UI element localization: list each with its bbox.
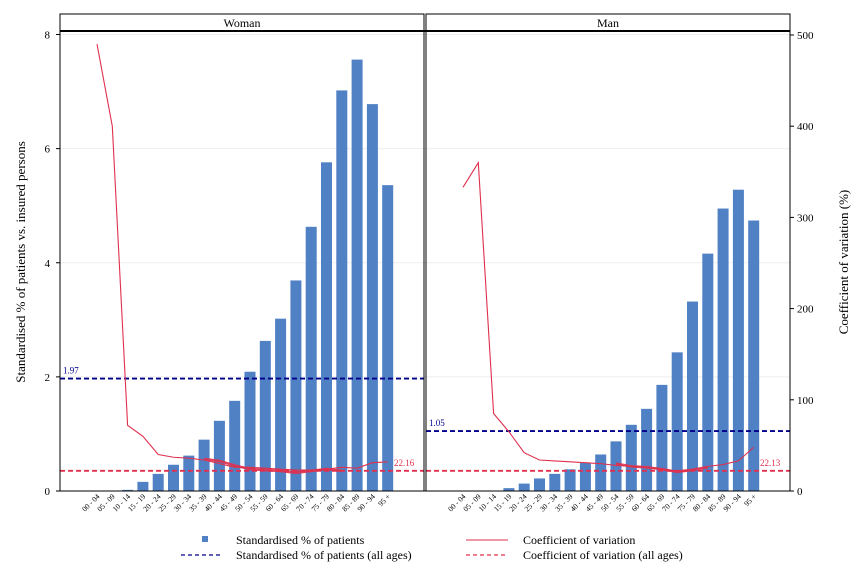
left-axis-tick-label: 6: [45, 144, 51, 156]
legend-cv-label: Coefficient of variation: [523, 533, 635, 547]
right-axis-tick-label: 100: [797, 395, 814, 407]
bar: [534, 478, 545, 491]
legend: Standardised % of patients Coefficient o…: [181, 533, 683, 562]
bar: [290, 280, 301, 491]
ref-pct-label: 1.97: [63, 366, 79, 376]
legend-bars-label: Standardised % of patients: [236, 533, 365, 547]
legend-ref-pct-label: Standardised % of patients (all ages): [236, 548, 412, 562]
bar: [626, 425, 637, 491]
chart-svg: Woman1.9722.1600 - 0405 - 0910 - 1415 - …: [0, 0, 864, 576]
bar: [580, 463, 591, 491]
left-axis-tick-label: 8: [45, 30, 51, 42]
left-axis-title: Standardised % of patients vs. insured p…: [13, 141, 28, 383]
category-label: 95 +: [742, 492, 758, 508]
bar: [306, 227, 317, 491]
right-axis-tick-label: 0: [797, 486, 803, 498]
bar: [352, 60, 363, 491]
left-axis-tick-label: 2: [45, 372, 51, 384]
category-label: 90 - 94: [721, 492, 743, 514]
ref-cv-label: 22.16: [394, 458, 415, 468]
bar: [367, 104, 378, 491]
bar: [245, 372, 256, 491]
bar: [199, 440, 210, 491]
bar: [687, 302, 698, 491]
right-axis-tick-label: 200: [797, 304, 814, 316]
bar: [702, 254, 713, 491]
right-axis-tick-label: 500: [797, 30, 814, 42]
bar: [595, 454, 606, 491]
right-axis-title: Coefficient of variation (%): [836, 190, 851, 335]
right-axis-tick-label: 300: [797, 212, 814, 224]
bar: [519, 484, 530, 491]
bar: [641, 409, 652, 491]
grid-lines: [60, 35, 790, 377]
bar: [214, 421, 225, 491]
bar: [229, 401, 240, 491]
bar: [168, 465, 179, 491]
left-axis-tick-label: 4: [45, 258, 51, 270]
legend-ref-cv-label: Coefficient of variation (all ages): [523, 548, 683, 562]
category-label: 90 - 94: [355, 492, 377, 514]
category-label: 95 +: [376, 492, 392, 508]
bar: [336, 90, 347, 491]
bar: [733, 190, 744, 491]
bar: [656, 385, 667, 491]
bar: [549, 474, 560, 491]
left-axis: 0 2 4 6 8: [45, 30, 61, 499]
bar: [275, 319, 286, 491]
bar: [137, 482, 148, 491]
ref-cv-label: 22.13: [760, 458, 781, 468]
bar: [718, 209, 729, 491]
bar: [565, 469, 576, 491]
right-axis-tick-label: 400: [797, 121, 814, 133]
right-axis: 0 100 200 300 400 500: [790, 30, 814, 498]
ref-pct-label: 1.05: [429, 418, 445, 428]
bar: [382, 185, 393, 491]
legend-bar-swatch: [202, 536, 208, 542]
bar: [183, 456, 194, 491]
bar: [153, 474, 164, 491]
bar: [321, 162, 332, 491]
panel-title: Man: [597, 16, 619, 30]
panel-title: Woman: [223, 16, 260, 30]
left-axis-tick-label: 0: [45, 486, 51, 498]
